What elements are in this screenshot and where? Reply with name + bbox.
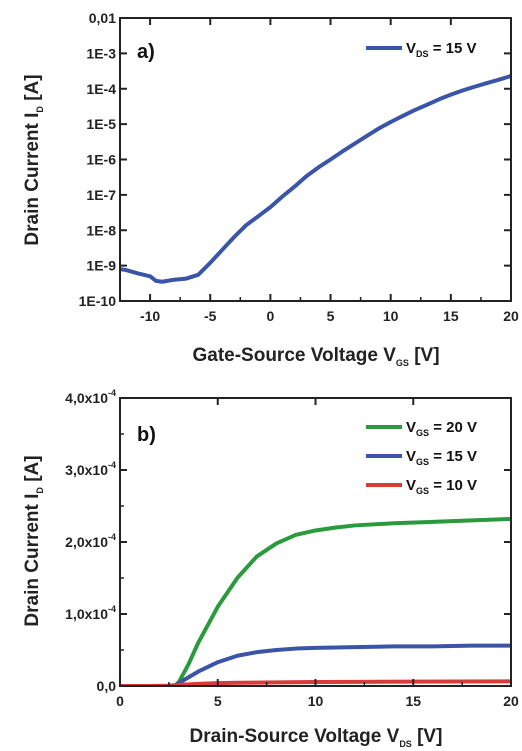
y-tick-label: 4,0x10-4 [65,388,116,406]
x-tick-label: 0 [266,308,274,324]
y-tick-label: 3,0x10-4 [65,460,116,478]
y-tick-label: 1E-10 [79,293,117,309]
x-tick-label: 5 [327,308,335,324]
y-tick-label: 1,0x10-4 [65,604,116,622]
y-tick-label: 0,0 [97,678,117,694]
x-tick-label: 20 [503,308,519,324]
x-tick-label: 10 [308,693,324,709]
x-tick-label: -10 [140,308,160,324]
y-tick-label: 2,0x10-4 [65,532,116,550]
y-tick-label: 0,01 [89,10,116,26]
y-tick-label: 1E-3 [86,45,116,61]
legend-label: VDS = 15 V [406,40,476,59]
y-tick-label: 1E-4 [86,81,116,97]
chart-panel-a: -10 -5 0 5 10 15 20 1E-10 1E-9 1E-8 1E-7 1E-6 1E-5 1E… [22,10,519,368]
x-tick-label: 0 [116,693,124,709]
x-tick-label: 5 [214,693,222,709]
y-tick-label: 1E-7 [86,187,116,203]
x-tick-label: 15 [443,308,459,324]
x-tick-label: 10 [383,308,399,324]
x-axis-label: Drain-Source Voltage VDS [V] [190,726,443,749]
x-tick-label: -5 [204,308,217,324]
panel-label: b) [137,424,156,446]
chart-panel-b: 0 5 10 15 20 0,0 1,0x10-4 2,0x10-4 3,0x10-4 4,0x1… [22,388,519,749]
series-line-0 [157,516,511,686]
legend-label: VGS = 10 V [406,477,477,496]
plot-frame [119,17,512,302]
x-tick-label: 15 [405,693,421,709]
y-tick-label: 1E-8 [86,222,116,238]
y-tick-label: 1E-5 [86,116,116,132]
series-line-0 [120,73,511,284]
panel-label: a) [137,41,155,63]
legend-label: VGS = 15 V [406,448,477,467]
x-axis-label: Gate-Source Voltage VGS [V] [192,345,439,368]
series-line-1 [157,643,511,686]
plot-frame [119,397,512,687]
x-tick-label: 20 [503,693,519,709]
y-axis-label: Drain Current ID [A] [22,455,45,626]
y-tick-label: 1E-9 [86,258,116,274]
legend-label: VGS = 20 V [406,419,477,438]
y-axis-label: Drain Current ID [A] [22,74,45,245]
y-tick-label: 1E-6 [86,152,116,168]
